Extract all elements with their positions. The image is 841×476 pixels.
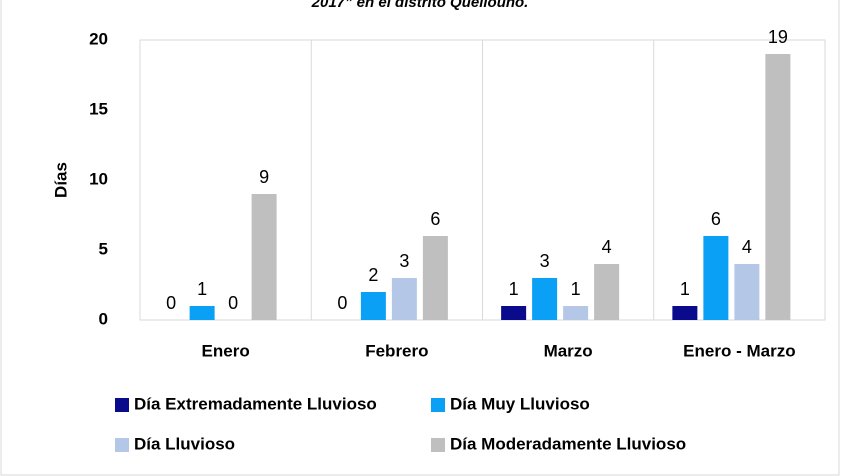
- bar: [594, 264, 620, 320]
- data-label: 3: [399, 251, 409, 271]
- bar: [734, 264, 760, 320]
- data-label: 2: [368, 265, 378, 285]
- legend-swatch: [115, 438, 129, 452]
- y-tick-label: 15: [89, 99, 108, 118]
- data-label: 3: [540, 251, 550, 271]
- bar: [391, 278, 417, 320]
- data-label: 4: [742, 237, 752, 257]
- legend-label: Día Lluvioso: [134, 434, 235, 453]
- y-tick-label: 10: [89, 169, 108, 188]
- legend-swatch: [431, 398, 445, 412]
- bar: [360, 292, 386, 320]
- data-label: 19: [768, 27, 788, 47]
- y-axis-title: Días: [51, 162, 70, 198]
- data-label: 1: [571, 279, 581, 299]
- data-label: 6: [711, 209, 721, 229]
- legend-label: Día Muy Lluvioso: [450, 394, 590, 413]
- legend-label: Día Moderadamente Lluvioso: [450, 434, 686, 453]
- bar: [765, 54, 791, 320]
- x-tick-label: Marzo: [544, 341, 593, 360]
- data-label: 6: [430, 209, 440, 229]
- data-label: 9: [259, 167, 269, 187]
- data-label: 0: [166, 293, 176, 313]
- x-tick-label: Enero: [202, 341, 250, 360]
- data-label: 0: [228, 293, 238, 313]
- data-label: 0: [337, 293, 347, 313]
- x-tick-label: Febrero: [365, 341, 428, 360]
- chart-title: 2017” en el distrito Quellouno.: [311, 0, 529, 11]
- data-label: 1: [197, 279, 207, 299]
- bar: [532, 278, 558, 320]
- y-tick-label: 5: [99, 239, 108, 258]
- bar: [189, 306, 215, 320]
- x-tick-label: Enero - Marzo: [683, 341, 795, 360]
- bar: [422, 236, 448, 320]
- bar: [703, 236, 729, 320]
- bar: [563, 306, 589, 320]
- data-label: 4: [602, 237, 612, 257]
- bar: [501, 306, 527, 320]
- legend-swatch: [431, 438, 445, 452]
- bar: [251, 194, 277, 320]
- data-label: 1: [680, 279, 690, 299]
- y-tick-label: 20: [89, 29, 108, 48]
- bar: [672, 306, 698, 320]
- y-tick-label: 0: [99, 309, 108, 328]
- legend-label: Día Extremadamente Lluvioso: [134, 394, 377, 413]
- data-label: 1: [509, 279, 519, 299]
- legend-swatch: [115, 398, 129, 412]
